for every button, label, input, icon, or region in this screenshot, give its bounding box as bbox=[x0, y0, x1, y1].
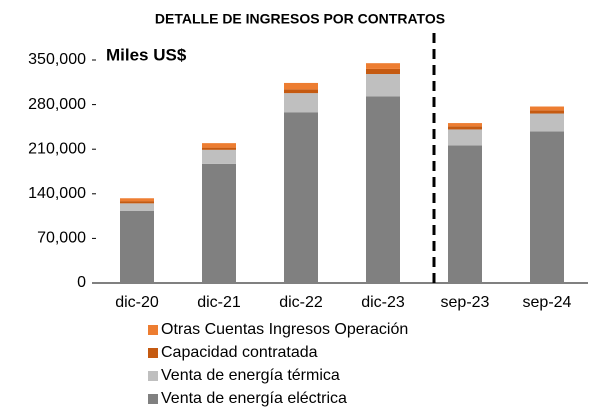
bar-segment bbox=[366, 74, 400, 97]
bar-segment bbox=[202, 163, 236, 283]
legend-label: Otras Cuentas Ingresos Operación bbox=[161, 321, 408, 338]
legend-label: Venta de energía eléctrica bbox=[161, 390, 347, 407]
bar-segment bbox=[530, 110, 564, 114]
bar-segment bbox=[202, 143, 236, 148]
bar-segment bbox=[284, 82, 318, 90]
y-tick-label: 210,000 bbox=[28, 140, 86, 157]
x-tick-label: sep-23 bbox=[441, 294, 490, 311]
legend-label: Capacidad contratada bbox=[161, 344, 318, 361]
x-tick-label: dic-22 bbox=[279, 294, 323, 311]
legend-swatch bbox=[148, 394, 158, 404]
bar-segment bbox=[284, 93, 318, 113]
chart-subtitle: Miles US$ bbox=[106, 45, 187, 64]
legend-swatch bbox=[148, 371, 158, 381]
legend-swatch bbox=[148, 325, 158, 335]
bar-segment bbox=[284, 112, 318, 283]
y-tick-label: 350,000 bbox=[28, 51, 86, 68]
legend-label: Venta de energía térmica bbox=[161, 367, 340, 384]
bar-segment bbox=[366, 63, 400, 69]
bar-segment bbox=[202, 149, 236, 164]
legend-swatch bbox=[148, 348, 158, 358]
bar-segment bbox=[120, 211, 154, 283]
bar-segment bbox=[120, 201, 154, 204]
y-tick-label: 70,000 bbox=[37, 230, 86, 247]
bar-segment bbox=[448, 123, 482, 127]
chart-title: DETALLE DE INGRESOS POR CONTRATOS bbox=[155, 11, 445, 27]
bar-segment bbox=[366, 96, 400, 284]
bar-segment bbox=[530, 131, 564, 283]
y-tick-label: 0 bbox=[77, 274, 86, 291]
bar-segment bbox=[284, 89, 318, 94]
x-tick-label: dic-20 bbox=[115, 294, 159, 311]
bar-segment bbox=[448, 129, 482, 146]
x-tick-label: dic-21 bbox=[197, 294, 241, 311]
y-tick-label: 140,000 bbox=[28, 185, 86, 202]
bar-segment bbox=[120, 203, 154, 212]
y-tick-label: 280,000 bbox=[28, 96, 86, 113]
bar-segment bbox=[530, 106, 564, 111]
x-tick-label: sep-24 bbox=[523, 294, 572, 311]
bar-segment bbox=[530, 113, 564, 132]
bar-segment bbox=[448, 126, 482, 130]
bar-segment bbox=[120, 198, 154, 202]
bar-segment bbox=[202, 147, 236, 150]
x-tick-label: dic-23 bbox=[361, 294, 405, 311]
bar-segment bbox=[448, 145, 482, 283]
bar-segment bbox=[366, 68, 400, 75]
